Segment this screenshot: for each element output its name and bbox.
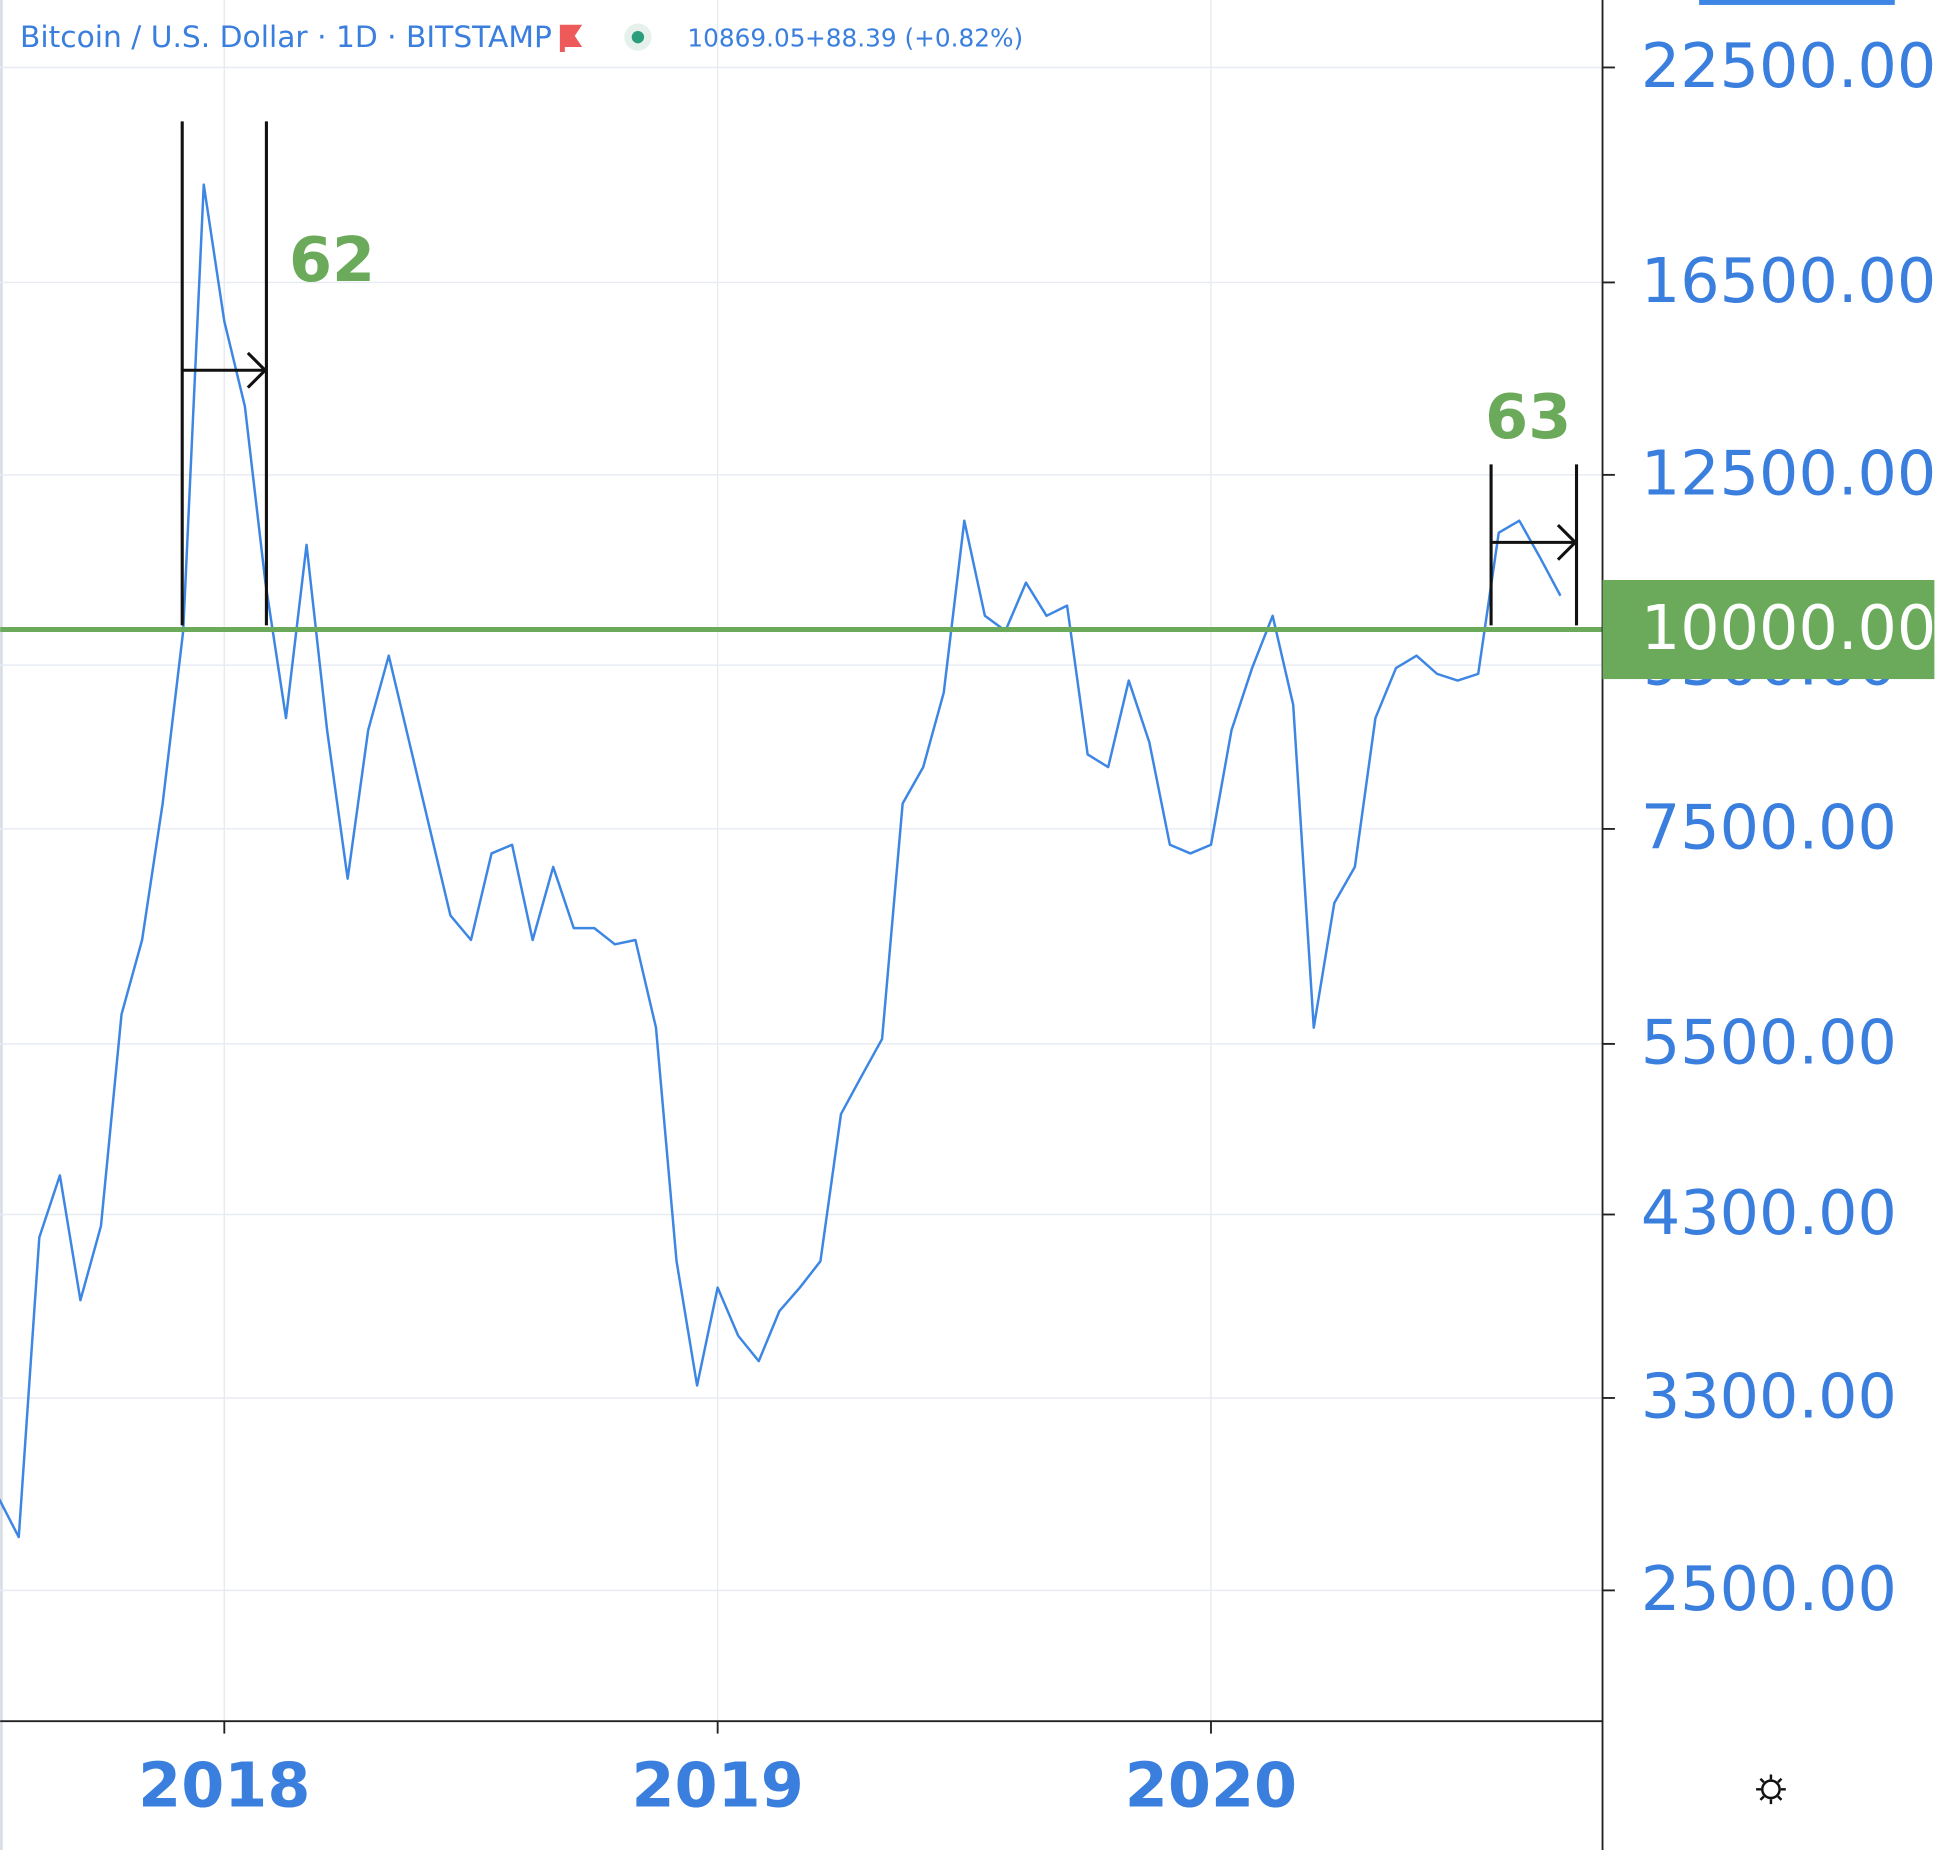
gear-teeth: [1756, 1774, 1786, 1805]
level-label-box: [1602, 579, 1935, 680]
y-tick-label: 7500.00: [1641, 791, 1897, 863]
x-tick-label: 2018: [138, 1749, 310, 1821]
arrow-head: [1556, 523, 1578, 561]
arrow-head: [246, 351, 268, 389]
range-brackets: [180, 121, 1579, 626]
settings-icon[interactable]: [1756, 1774, 1786, 1805]
x-tick-label: 2019: [631, 1749, 803, 1821]
y-tick-label: 2500.00: [1641, 1553, 1897, 1625]
top-tab: [1699, 0, 1895, 5]
chart-title: Bitcoin / U.S. Dollar · 1D · BITSTAMP: [20, 20, 552, 55]
level-label: 10000.00: [1641, 592, 1936, 664]
y-tick-label: 5500.00: [1641, 1006, 1897, 1078]
y-tick-label: 3300.00: [1641, 1361, 1897, 1433]
status-dot: [631, 30, 645, 44]
y-tick-label: 22500.00: [1641, 30, 1936, 102]
quote-price: 10869.05: [687, 24, 805, 53]
annotation: 62: [289, 224, 375, 296]
plot: [0, 183, 1603, 1539]
flag-icon: [559, 24, 583, 53]
y-tick-label: 12500.00: [1641, 437, 1936, 509]
axes: 2500.003300.004300.005500.007500.009500.…: [138, 30, 1936, 1821]
price-line: [0, 183, 1562, 1539]
y-tick-label: 4300.00: [1641, 1177, 1897, 1249]
quote-change: +88.39 (+0.82%): [805, 24, 1023, 53]
y-tick-label: 16500.00: [1641, 245, 1936, 317]
x-tick-label: 2020: [1125, 1749, 1297, 1821]
annotation: 63: [1485, 381, 1571, 453]
gear-body: [1761, 1779, 1781, 1800]
